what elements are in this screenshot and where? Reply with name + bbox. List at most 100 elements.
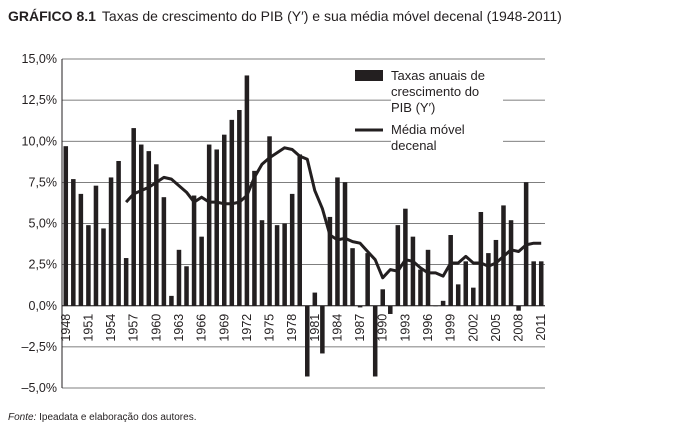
bar <box>372 305 378 377</box>
bar <box>86 225 91 306</box>
bar <box>448 235 453 306</box>
y-tick-label: 7,5% <box>29 175 58 189</box>
bar <box>252 170 257 306</box>
x-tick-label: 2011 <box>534 314 548 341</box>
bar <box>365 253 370 306</box>
bar <box>259 220 265 306</box>
bar <box>418 269 423 306</box>
x-tick-label: 2002 <box>466 314 480 342</box>
bar <box>199 236 204 306</box>
bar <box>433 305 438 307</box>
chart-title: Taxas de crescimento do PIB (Y′) e sua m… <box>101 8 562 24</box>
bar <box>161 197 167 306</box>
source: Fonte: Ipeadata e elaboração dos autores… <box>8 412 196 423</box>
bar <box>214 149 219 306</box>
bar <box>297 154 302 306</box>
y-tick-label: 12,5% <box>22 93 57 107</box>
x-tick-label: 1972 <box>240 314 254 342</box>
bar <box>93 185 99 306</box>
bar <box>440 300 446 306</box>
x-tick-label: 1966 <box>195 314 209 342</box>
bar <box>380 289 386 306</box>
moving-average-line <box>124 146 542 280</box>
legend-item: Média móvel decenal <box>355 122 505 154</box>
x-tick-label: 2005 <box>489 314 503 342</box>
bar <box>516 305 521 311</box>
source-label: Fonte: <box>8 412 37 423</box>
bar <box>327 216 333 306</box>
bar <box>146 151 152 306</box>
bar <box>191 195 197 306</box>
bar <box>63 146 69 306</box>
bar <box>538 261 544 306</box>
bar <box>403 208 408 306</box>
x-tick-label: 1975 <box>263 314 277 342</box>
legend-label: Média móvel decenal <box>391 122 503 154</box>
x-tick-label: 1951 <box>81 314 95 342</box>
bar <box>357 305 363 308</box>
bar <box>305 305 310 377</box>
y-tick-label: 2,5% <box>29 258 58 272</box>
x-tick-label: 1963 <box>172 314 186 342</box>
y-tick-label: 0,0% <box>29 299 58 313</box>
bar <box>221 134 227 306</box>
bar <box>493 239 499 306</box>
bar <box>335 177 340 306</box>
bar <box>463 261 469 306</box>
bar <box>455 284 461 306</box>
x-tick-label: 1978 <box>285 314 299 342</box>
x-tick-label: 1996 <box>421 314 435 342</box>
figure-label: GRÁFICO 8.1 <box>8 8 96 24</box>
y-tick-label: 5,0% <box>29 217 58 231</box>
source-text: Ipeadata e elaboração dos autores. <box>39 412 197 423</box>
bar <box>320 305 325 354</box>
bar <box>229 119 235 306</box>
x-tick-label: 1957 <box>127 314 141 342</box>
bar <box>508 220 514 306</box>
bar <box>274 225 280 306</box>
bar <box>410 236 416 306</box>
bar <box>176 249 182 306</box>
bar <box>237 109 242 306</box>
bar <box>312 292 318 306</box>
bar <box>531 261 536 306</box>
bar <box>71 179 76 306</box>
x-tick-label: 1954 <box>104 314 118 342</box>
y-tick-label: –5,0% <box>22 381 57 395</box>
y-tick-label: 15,0% <box>22 52 57 66</box>
bar <box>154 164 159 306</box>
bar <box>244 75 250 306</box>
x-tick-label: 2008 <box>512 314 526 342</box>
bar <box>282 223 287 306</box>
bar <box>342 182 348 306</box>
bar <box>388 305 393 314</box>
bar <box>471 287 476 306</box>
bar <box>138 144 144 306</box>
x-tick-label: 1990 <box>376 314 390 342</box>
y-tick-label: 10,0% <box>22 134 57 148</box>
y-tick-label: –2,5% <box>22 340 57 354</box>
bar <box>116 160 121 306</box>
bar <box>267 136 272 306</box>
bar <box>184 266 189 306</box>
legend-bar-swatch <box>355 70 383 81</box>
title: GRÁFICO 8.1 Taxas de crescimento do PIB (… <box>8 8 562 24</box>
x-tick-label: 1993 <box>398 314 412 342</box>
x-tick-label: 1984 <box>330 314 344 342</box>
bar <box>169 295 174 306</box>
bar <box>123 258 129 306</box>
bar <box>206 144 212 306</box>
legend-label: Taxas anuais de crescimento do PIB (Y′) <box>391 68 503 116</box>
legend-item: Taxas anuais de crescimento do PIB (Y′) <box>355 68 505 116</box>
bar <box>425 249 431 306</box>
bar <box>350 248 355 306</box>
x-tick-label: 1948 <box>59 314 73 342</box>
bar <box>289 193 295 306</box>
bar <box>131 128 136 306</box>
legend-swatch <box>355 128 383 132</box>
bar <box>478 211 484 306</box>
x-tick-label: 1999 <box>444 314 458 342</box>
x-tick-label: 1981 <box>308 314 322 342</box>
